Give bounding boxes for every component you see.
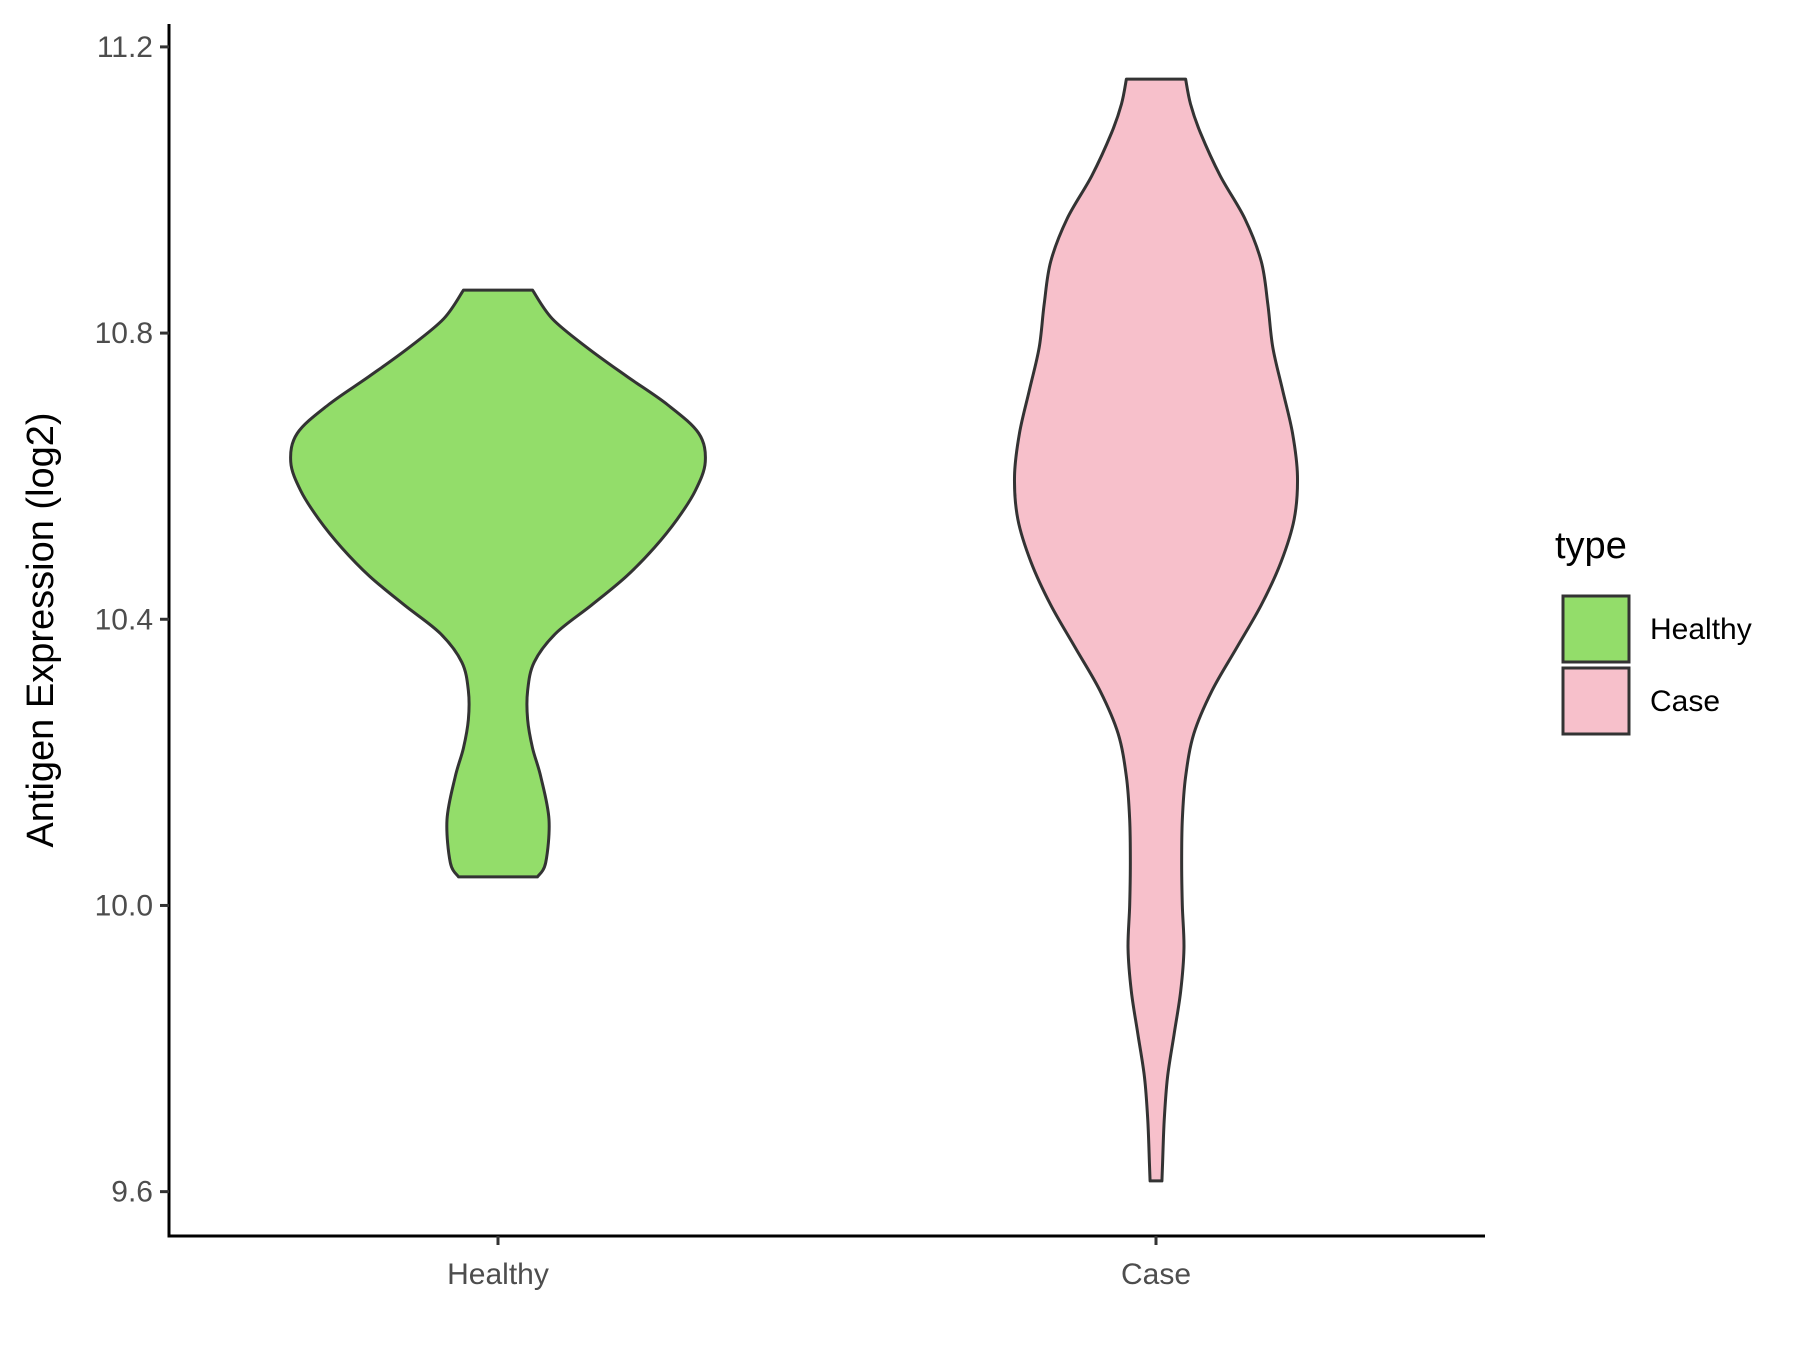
- violin-healthy: [289, 288, 707, 879]
- x-tick-label: Healthy: [447, 1258, 549, 1291]
- y-tick-label: 10.4: [95, 603, 153, 636]
- plot-area: [289, 77, 1300, 1183]
- y-tick-label: 10.0: [95, 889, 153, 922]
- legend-key-case: [1561, 666, 1631, 736]
- y-axis-title: Antigen Expression (log2): [20, 412, 62, 847]
- x-tick-label: Case: [1121, 1258, 1191, 1291]
- legend: type Healthy Case: [1555, 525, 1752, 736]
- legend-title: type: [1555, 525, 1627, 567]
- legend-label-healthy: Healthy: [1650, 613, 1752, 646]
- legend-key-healthy: [1561, 594, 1631, 664]
- x-ticks: Healthy Case: [447, 1236, 1191, 1291]
- y-tick-label: 11.2: [97, 31, 153, 64]
- y-ticks: 9.6 10.0 10.4 10.8 11.2: [95, 31, 169, 1209]
- violin-case: [1012, 77, 1300, 1183]
- axes: [167, 24, 1485, 1238]
- y-tick-label: 9.6: [111, 1176, 153, 1209]
- y-tick-label: 10.8: [95, 317, 153, 350]
- legend-label-case: Case: [1650, 685, 1720, 718]
